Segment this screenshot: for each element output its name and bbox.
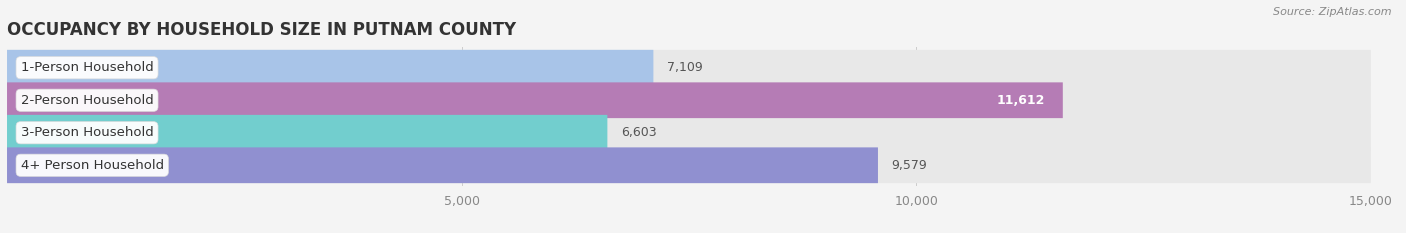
Text: 2-Person Household: 2-Person Household	[21, 94, 153, 107]
Text: 7,109: 7,109	[666, 61, 703, 74]
FancyBboxPatch shape	[7, 82, 1063, 118]
FancyBboxPatch shape	[7, 50, 654, 86]
Text: 3-Person Household: 3-Person Household	[21, 126, 153, 139]
FancyBboxPatch shape	[7, 50, 1371, 86]
Text: OCCUPANCY BY HOUSEHOLD SIZE IN PUTNAM COUNTY: OCCUPANCY BY HOUSEHOLD SIZE IN PUTNAM CO…	[7, 21, 516, 39]
Text: 1-Person Household: 1-Person Household	[21, 61, 153, 74]
Text: 11,612: 11,612	[997, 94, 1045, 107]
FancyBboxPatch shape	[7, 147, 877, 183]
Text: Source: ZipAtlas.com: Source: ZipAtlas.com	[1274, 7, 1392, 17]
FancyBboxPatch shape	[7, 115, 1371, 151]
Text: 6,603: 6,603	[621, 126, 657, 139]
FancyBboxPatch shape	[7, 147, 1371, 183]
FancyBboxPatch shape	[7, 82, 1371, 118]
Text: 4+ Person Household: 4+ Person Household	[21, 159, 163, 172]
Text: 9,579: 9,579	[891, 159, 928, 172]
FancyBboxPatch shape	[7, 115, 607, 151]
